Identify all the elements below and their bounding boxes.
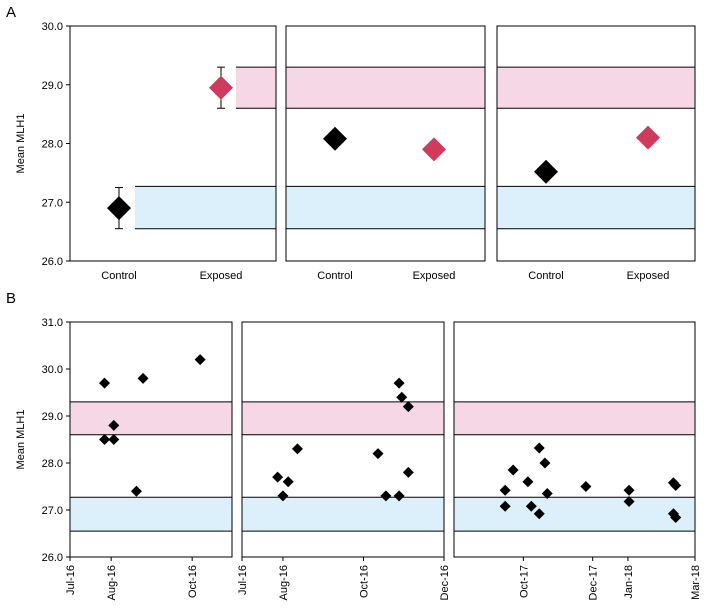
data-point-exposed bbox=[209, 75, 233, 100]
chart-B1: 26.0 27.0 28.0 29.0 30.0 31.0 Mean MLH1 Jul-16 A… bbox=[15, 317, 233, 600]
data-point bbox=[393, 377, 405, 389]
y-tick-label: 26.0 bbox=[42, 552, 63, 564]
data-point bbox=[541, 488, 553, 500]
data-point bbox=[499, 500, 511, 512]
category-label-exposed: Exposed bbox=[200, 270, 243, 282]
band-control-range bbox=[454, 497, 695, 532]
data-point bbox=[670, 480, 682, 492]
x-tick-label: Aug-16 bbox=[106, 565, 118, 600]
plot-frame bbox=[69, 321, 233, 558]
x-tick-label: Dec-17 bbox=[588, 565, 600, 600]
data-point-control bbox=[107, 196, 131, 221]
data-point bbox=[533, 508, 545, 520]
band-exposed-range bbox=[497, 67, 695, 109]
x-tick-label: Dec-16 bbox=[439, 565, 451, 600]
y-tick-label: 27.0 bbox=[42, 505, 63, 517]
plot-frame bbox=[285, 25, 486, 262]
plot-frame bbox=[496, 25, 696, 262]
y-tick-label: 31.0 bbox=[42, 317, 63, 329]
data-point bbox=[272, 471, 284, 483]
y-tick-label: 29.0 bbox=[42, 411, 63, 423]
data-point bbox=[499, 484, 511, 496]
band-exposed-range bbox=[236, 67, 276, 109]
chart-A3: Control Exposed bbox=[496, 25, 696, 282]
data-point-exposed bbox=[422, 137, 446, 162]
data-point bbox=[522, 476, 534, 488]
y-tick-label: 27.0 bbox=[42, 197, 63, 209]
data-point bbox=[525, 500, 537, 512]
y-tick-label: 30.0 bbox=[42, 364, 63, 376]
band-control-range bbox=[497, 186, 695, 229]
data-point bbox=[194, 354, 206, 366]
data-point bbox=[533, 442, 545, 454]
data-point bbox=[393, 490, 405, 502]
data-point-control bbox=[534, 159, 558, 184]
panel-b-label: B bbox=[6, 290, 16, 307]
data-point bbox=[291, 443, 303, 455]
x-tick-label: Aug-16 bbox=[278, 565, 290, 600]
category-label-control: Control bbox=[101, 270, 136, 282]
data-point bbox=[402, 466, 414, 478]
chart-A2: Control Exposed bbox=[285, 25, 486, 282]
x-tick-label: Oct-16 bbox=[358, 565, 370, 598]
category-label-control: Control bbox=[317, 270, 352, 282]
panel-a-label: A bbox=[6, 4, 16, 21]
data-point bbox=[623, 496, 635, 508]
y-tick-label: 28.0 bbox=[42, 458, 63, 470]
x-tick-label: Jul-16 bbox=[237, 565, 249, 595]
data-point bbox=[670, 512, 682, 524]
band-exposed-range bbox=[70, 401, 232, 435]
band-control-range bbox=[70, 497, 232, 532]
data-point bbox=[277, 490, 289, 502]
band-control-range bbox=[286, 186, 485, 229]
y-tick-label: 29.0 bbox=[42, 80, 63, 92]
data-point bbox=[539, 457, 551, 469]
y-tick-label: 28.0 bbox=[42, 139, 63, 151]
data-point bbox=[282, 476, 294, 488]
data-point bbox=[402, 401, 414, 413]
data-point bbox=[130, 485, 142, 497]
data-point-exposed bbox=[636, 125, 660, 150]
data-point bbox=[623, 484, 635, 496]
x-tick-label: Jan-18 bbox=[623, 565, 635, 599]
data-point bbox=[108, 434, 120, 445]
data-point bbox=[507, 464, 519, 476]
data-point bbox=[137, 372, 149, 384]
data-point bbox=[372, 448, 384, 460]
category-label-control: Control bbox=[528, 270, 563, 282]
band-exposed-range bbox=[242, 401, 444, 435]
plot-frame bbox=[241, 321, 445, 558]
band-control-range bbox=[135, 186, 276, 229]
y-tick-label: 30.0 bbox=[42, 21, 63, 33]
chart-B3: Oct-17 Dec-17 Jan-18 Mar-18 bbox=[453, 321, 702, 600]
data-point bbox=[396, 391, 408, 403]
x-tick-label: Jul-16 bbox=[65, 565, 77, 595]
data-point bbox=[99, 434, 111, 445]
data-point bbox=[99, 377, 111, 389]
data-point bbox=[108, 419, 120, 431]
band-exposed-range bbox=[286, 67, 485, 109]
x-tick-label: Oct-17 bbox=[518, 565, 530, 598]
plot-frame bbox=[453, 321, 696, 558]
chart-A1: 26.0 27.0 28.0 29.0 30.0 Mean MLH1 Control Expo… bbox=[15, 21, 277, 282]
band-exposed-range bbox=[454, 401, 695, 435]
x-tick-label: Oct-16 bbox=[187, 565, 199, 598]
category-label-exposed: Exposed bbox=[627, 270, 670, 282]
band-control-range bbox=[242, 497, 444, 532]
data-point bbox=[580, 481, 592, 492]
category-label-exposed: Exposed bbox=[413, 270, 456, 282]
y-axis-label: Mean MLH1 bbox=[15, 114, 27, 174]
y-axis-label: Mean MLH1 bbox=[15, 410, 27, 470]
y-tick-label: 26.0 bbox=[42, 256, 63, 268]
charts: 26.0 27.0 28.0 29.0 30.0 Mean MLH1 Control Expo… bbox=[15, 21, 702, 600]
data-point bbox=[380, 490, 392, 502]
x-tick-label: Mar-18 bbox=[690, 565, 702, 600]
data-point-control bbox=[323, 126, 347, 151]
chart-B2: Jul-16 Aug-16 Oct-16 Dec-16 bbox=[237, 321, 451, 600]
